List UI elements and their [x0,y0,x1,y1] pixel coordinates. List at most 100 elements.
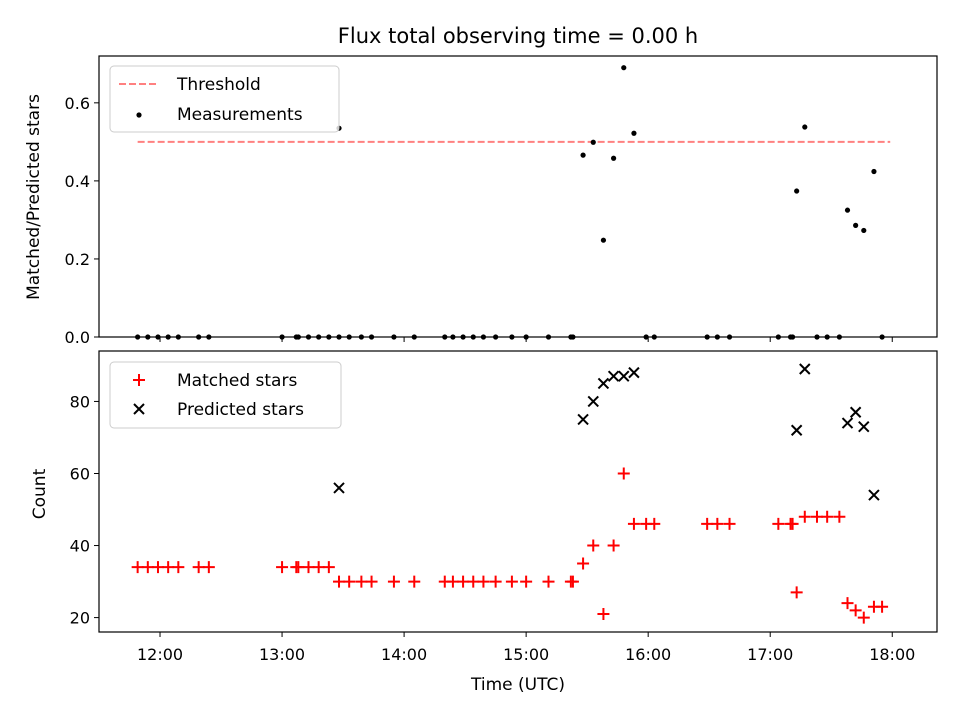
ratio-axes-frame [98,55,938,338]
count-y-tick-label: 40 [70,537,90,556]
matched-point-6 [202,561,215,574]
matched-point-18 [408,575,421,588]
chart-title: Flux total observing time = 0.00 h [338,24,698,48]
legend-measurements-swatch [136,112,142,118]
count-y-tick-label: 60 [70,464,90,483]
ratio-ticks: 0.0 0.2 0.4 0.6 [65,94,893,347]
matched-point-44 [790,586,803,599]
matched-point-53 [876,600,889,613]
measurement-point-33 [600,237,607,243]
matched-point-27 [542,575,555,588]
matched-point-20 [446,575,459,588]
count-x-tick-label: 16:00 [625,645,671,664]
matched-point-0 [131,561,144,574]
matched-point-33 [607,539,620,552]
measurement-point-34 [610,155,617,161]
predicted-point-0 [333,482,345,494]
ratio-y-tick-label: 0.6 [65,94,90,113]
measurement-point-36 [631,130,637,136]
matched-point-10 [302,561,315,574]
matched-point-24 [489,575,502,588]
predicted-point-12 [868,489,880,501]
matched-point-29 [566,575,579,588]
matched-point-43 [786,517,799,530]
matched-point-7 [276,561,289,574]
matched-point-1 [141,561,154,574]
matched-point-45 [798,510,811,523]
ratio-y-tick-label: 0.2 [65,250,90,269]
count-y-axis-label: Count [30,468,50,519]
matched-point-3 [162,561,175,574]
matched-point-31 [587,539,600,552]
measurement-point-50 [844,207,851,213]
count-x-tick-label: 12:00 [137,645,183,664]
count-y-tick-label: 80 [70,392,90,411]
count-marks [131,363,889,624]
ratio-legend-box [109,65,340,133]
matched-point-25 [505,575,518,588]
matched-point-26 [520,575,533,588]
legend-matched-swatch [133,374,145,386]
count-x-tick-label: 14:00 [381,645,427,664]
predicted-point-11 [858,420,870,433]
measurement-point-35 [621,65,627,71]
legend-threshold-label: Threshold [176,75,261,95]
matched-point-17 [387,575,400,588]
matched-point-39 [711,517,724,530]
matched-point-30 [577,557,590,570]
matched-point-46 [810,510,823,523]
legend-predicted-swatch [133,403,145,415]
measurement-point-45 [794,188,800,194]
predicted-point-2 [587,395,599,408]
matched-point-11 [312,561,325,574]
predicted-point-1 [577,413,589,426]
matched-point-38 [701,517,714,530]
count-legend: Matched stars Predicted stars [109,361,342,429]
measurement-point-51 [853,222,859,228]
predicted-point-4 [607,370,620,382]
matched-point-5 [192,561,205,574]
measurement-point-31 [580,152,586,158]
legend-measurements-label: Measurements [177,105,303,125]
count-legend-box [109,361,342,429]
count-x-tick-label: 13:00 [259,645,305,664]
count-ticks: 20 40 60 80 12:00 13:00 14:00 15:00 16:00 17:00 18… [70,392,916,664]
legend-matched-label: Matched stars [177,371,297,391]
matched-point-37 [648,517,661,530]
matched-point-35 [627,517,640,530]
ratio-y-tick-label: 0.4 [65,172,90,191]
predicted-point-8 [799,363,811,375]
matched-point-22 [467,575,480,588]
count-axes-frame [98,350,938,633]
matched-point-49 [841,597,854,610]
measurement-point-32 [590,139,596,145]
matched-point-15 [355,575,368,588]
count-y-tick-label: 20 [70,609,90,628]
measurement-point-46 [802,124,808,130]
count-x-axis-label: Time (UTC) [470,675,565,695]
measurement-point-53 [871,168,877,175]
matched-point-23 [477,575,490,588]
matched-point-21 [457,575,470,588]
matched-point-51 [857,611,870,624]
matched-point-14 [343,575,356,588]
matched-point-50 [849,604,862,617]
count-x-tick-label: 15:00 [503,645,549,664]
legend-predicted-label: Predicted stars [177,400,304,420]
predicted-point-10 [849,406,862,418]
matched-point-9 [292,561,305,574]
ratio-panel: 0.0 0.2 0.4 0.6 Matched/Predicted stars Thr… [24,55,938,347]
matched-point-2 [151,561,164,574]
matched-point-47 [821,510,834,523]
matched-point-48 [833,510,846,523]
matched-point-13 [333,575,346,588]
predicted-point-6 [628,366,640,379]
count-panel: 20 40 60 80 12:00 13:00 14:00 15:00 16:00 17:00 18… [30,350,938,695]
ratio-y-axis-label: Matched/Predicted stars [24,94,44,300]
ratio-y-tick-label: 0.0 [65,328,90,347]
matched-point-40 [723,517,736,530]
matched-point-4 [172,561,185,574]
predicted-point-3 [597,377,610,390]
matched-point-34 [617,467,630,480]
